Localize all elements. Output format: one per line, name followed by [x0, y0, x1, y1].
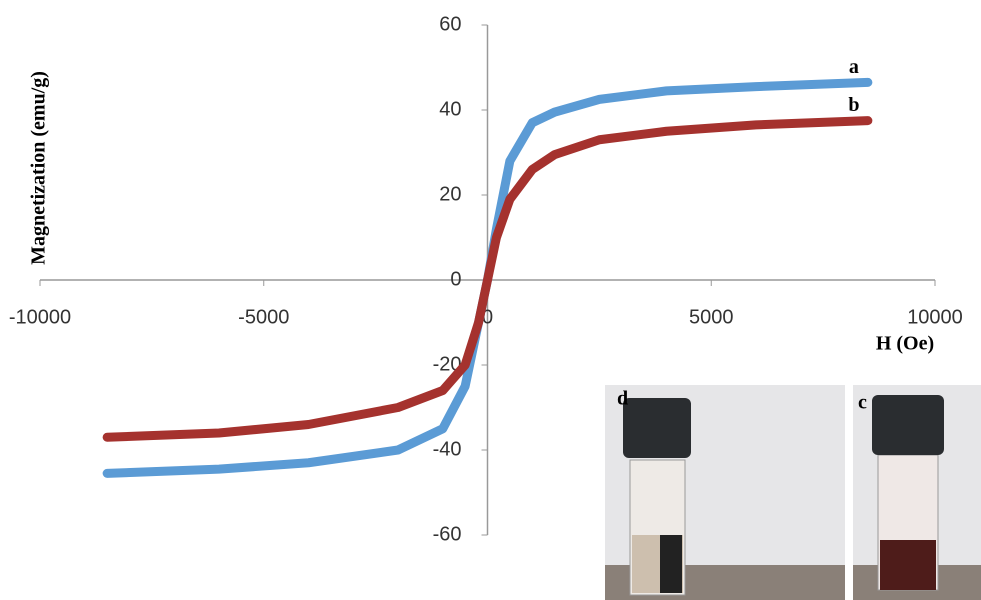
x-tick-label: -10000	[9, 306, 71, 328]
series-line	[102, 116, 873, 442]
y-tick-label: 40	[439, 98, 461, 120]
y-tick-label: -20	[433, 353, 462, 375]
y-tick-label: 0	[450, 268, 461, 290]
y-tick-label: -40	[433, 438, 462, 460]
y-axis-label: Magnetization (emu/g)	[28, 71, 50, 265]
x-tick-label: 10000	[907, 306, 963, 328]
inset-label: c	[858, 392, 867, 414]
y-tick-label: 20	[439, 183, 461, 205]
inset-label: d	[617, 388, 628, 410]
x-tick-label: -5000	[238, 306, 289, 328]
x-axis-label: H (Oe)	[876, 333, 934, 355]
inset-photo: d c	[605, 385, 981, 600]
y-tick-label: 60	[439, 13, 461, 35]
x-tick-label: 0	[482, 306, 493, 328]
y-tick-label: -60	[433, 523, 462, 545]
series-label: a	[849, 56, 859, 78]
series-label: b	[848, 94, 859, 116]
x-tick-label: 5000	[689, 306, 734, 328]
